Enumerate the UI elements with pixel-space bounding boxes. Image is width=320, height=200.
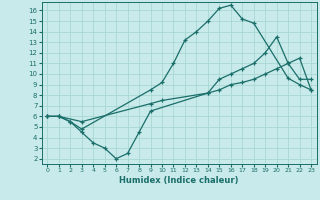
X-axis label: Humidex (Indice chaleur): Humidex (Indice chaleur) [119,176,239,185]
